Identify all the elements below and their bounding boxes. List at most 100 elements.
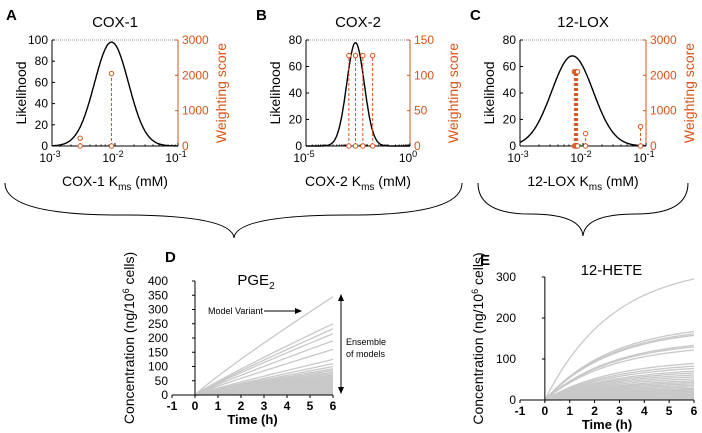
ensemble-arrow-bottom xyxy=(338,387,344,394)
y-axis-label-tail: cells) xyxy=(470,252,486,289)
x-tick-label: 10-3 xyxy=(39,149,60,165)
right-axis-label: Weighting score xyxy=(445,43,461,143)
x-axis-label-sub: ms xyxy=(361,182,374,193)
x-tick-label: 0 xyxy=(542,404,549,418)
weighting-base-marker xyxy=(637,143,644,149)
y-tick-label: 150 xyxy=(148,345,168,359)
right-tick-label: 3000 xyxy=(650,33,677,47)
left-tick-label: 40 xyxy=(289,86,303,100)
x-tick-base: 10 xyxy=(399,151,413,165)
x-tick-exponent: -5 xyxy=(307,149,315,159)
ensemble-arrow-top xyxy=(338,294,344,301)
y-tick-label: 100 xyxy=(148,360,168,374)
x-tick-label: 10-1 xyxy=(633,149,654,165)
ensemble-trace xyxy=(544,378,695,401)
weighting-marker xyxy=(346,52,352,59)
weighting-marker xyxy=(369,52,376,59)
left-axis-label: Likelihood xyxy=(13,61,29,124)
right-tick-label: 1000 xyxy=(182,104,209,118)
x-tick-label: 3 xyxy=(261,399,268,413)
ensemble-trace xyxy=(194,296,334,396)
x-tick-base: 10 xyxy=(102,151,116,165)
chart-title-sub: 2 xyxy=(269,281,275,292)
right-tick-label: 2000 xyxy=(182,68,209,82)
ensemble-trace xyxy=(544,362,695,401)
y-tick-label: 300 xyxy=(148,303,168,317)
x-tick-label: 10-2 xyxy=(570,149,591,165)
x-axis-label-main: COX-1 K xyxy=(62,173,119,189)
right-axis-label: Weighting score xyxy=(213,43,229,143)
ensemble-trace xyxy=(194,358,334,396)
left-tick-label: 0 xyxy=(41,139,48,153)
left-tick-label: 80 xyxy=(503,33,517,47)
x-axis-label-main: COX-2 K xyxy=(305,173,362,189)
x-tick-exponent: 0 xyxy=(412,149,417,159)
ensemble-trace xyxy=(194,348,334,396)
chart-title: 12-LOX xyxy=(557,14,609,31)
left-tick-label: 0 xyxy=(509,139,516,153)
x-tick-label: 6 xyxy=(691,404,698,418)
right-tick-label: 0 xyxy=(414,139,421,153)
x-tick-label: 4 xyxy=(641,404,648,418)
x-tick-base: 10 xyxy=(165,151,179,165)
weighting-base-marker xyxy=(574,143,581,149)
x-axis-label-unit: (mM) xyxy=(602,173,639,189)
x-tick-exponent: -1 xyxy=(179,149,187,159)
chart-title: COX-1 xyxy=(92,14,138,31)
x-tick-label: 0 xyxy=(192,399,199,413)
x-tick-label: 2 xyxy=(591,404,598,418)
left-axis-label: Likelihood xyxy=(481,61,497,124)
x-tick-base: 10 xyxy=(39,151,53,165)
x-tick-label: 10-3 xyxy=(507,149,528,165)
panel-letter-a: A xyxy=(6,7,17,24)
weighting-marker xyxy=(77,135,83,141)
x-tick-label: 5 xyxy=(666,404,673,418)
likelihood-curve xyxy=(306,41,410,147)
x-tick-label: 10-1 xyxy=(165,149,186,165)
left-tick-label: 100 xyxy=(28,33,48,47)
ensemble-trace xyxy=(544,370,695,401)
panel-letter-b: B xyxy=(256,7,267,24)
y-tick-label: 200 xyxy=(148,331,168,345)
ensemble-trace xyxy=(194,340,334,396)
x-axis-label-main: 12-LOX K xyxy=(527,173,589,189)
x-tick-label: -1 xyxy=(515,404,526,418)
ensemble-trace xyxy=(544,334,695,401)
left-tick-label: 20 xyxy=(35,118,49,132)
x-tick-label: -1 xyxy=(167,399,178,413)
right-tick-label: 2000 xyxy=(650,68,677,82)
y-axis-label-main: Concentration (ng/10 xyxy=(121,293,137,424)
ensemble-trace xyxy=(544,365,695,401)
y-axis-label-sup: 6 xyxy=(121,288,131,293)
annotation-of-models: of models xyxy=(346,349,386,359)
left-tick-label: 80 xyxy=(289,33,303,47)
y-axis-label: Concentration (ng/106 cells) xyxy=(121,252,137,424)
right-tick-label: 0 xyxy=(182,139,189,153)
x-tick-label: 100 xyxy=(399,149,417,165)
x-axis-label-unit: (mM) xyxy=(374,173,411,189)
chart-title: PGE2 xyxy=(237,272,275,292)
y-tick-label: 400 xyxy=(148,274,168,288)
chart-title-main: PGE xyxy=(237,272,269,289)
x-axis-label: COX-2 Kms (mM) xyxy=(305,173,411,193)
x-tick-exponent: -1 xyxy=(647,149,655,159)
y-axis-label-tail: cells) xyxy=(121,252,137,289)
weighting-base-marker xyxy=(360,143,366,149)
annotation-arrowhead xyxy=(295,308,302,314)
x-tick-base: 10 xyxy=(633,151,647,165)
chart-title: COX-2 xyxy=(335,14,381,31)
weighting-marker xyxy=(582,130,589,137)
y-tick-label: 350 xyxy=(148,288,168,302)
ensemble-trace xyxy=(544,349,695,401)
left-axis-label: Likelihood xyxy=(267,61,283,124)
y-axis-label-main: Concentration (ng/10 xyxy=(470,294,486,425)
x-tick-label: 1 xyxy=(566,404,573,418)
y-axis-label: Concentration (ng/106 cells) xyxy=(470,252,486,424)
chart-title-main: 12-HETE xyxy=(581,262,643,279)
ensemble-trace xyxy=(544,376,695,401)
